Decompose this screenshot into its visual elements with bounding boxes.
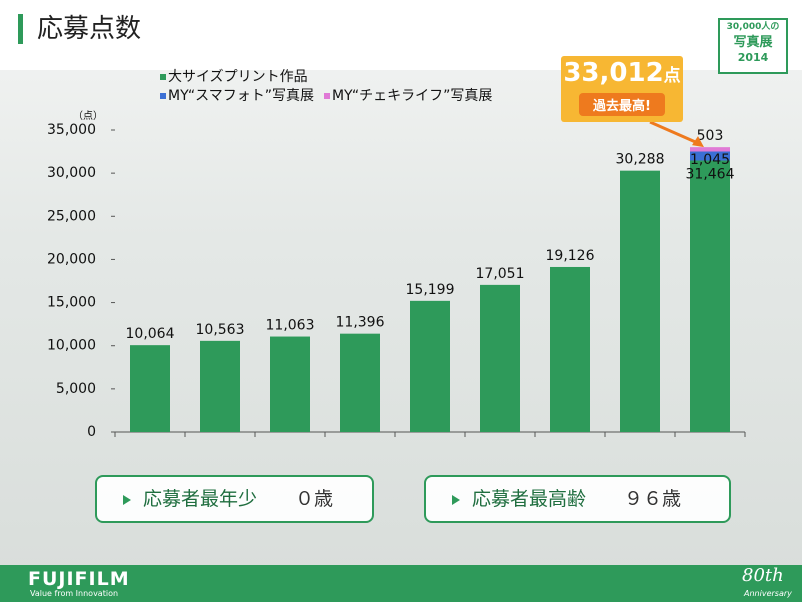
anniversary-sub: Anniversary bbox=[744, 589, 792, 598]
logo-line: 写真展 bbox=[733, 35, 773, 50]
logo-year: 2014 bbox=[737, 51, 769, 64]
value-label: 15,199 bbox=[406, 282, 455, 298]
info-value: ９６歳 bbox=[624, 488, 682, 510]
info-box: 応募者最年少 ０歳 bbox=[95, 475, 374, 523]
legend: 大サイズプリント作品 MY“スマフォト”写真展 MY“チェキライフ”写真展 bbox=[160, 68, 560, 106]
record-callout: 33,012点 過去最高! bbox=[561, 56, 683, 122]
y-tick-label: 15,000 bbox=[47, 295, 96, 311]
footer: FUJIFILM Value from Innovation 80th Anni… bbox=[0, 565, 802, 602]
legend-label: 大サイズプリント作品 bbox=[168, 69, 308, 85]
legend-swatch bbox=[323, 93, 330, 99]
legend-item: MY“チェキライフ”写真展 bbox=[323, 88, 493, 104]
bar bbox=[340, 333, 380, 432]
y-tick-label: 20,000 bbox=[47, 251, 96, 267]
logo-line: 30,000人の bbox=[726, 22, 780, 32]
callout-value: 33,012 bbox=[563, 58, 664, 88]
y-unit-label: （点） bbox=[73, 110, 103, 122]
callout-arrow bbox=[649, 120, 699, 145]
callout-arrow-head bbox=[692, 136, 704, 148]
info-box: 応募者最高齢 ９６歳 bbox=[424, 475, 731, 523]
y-tick-label: 10,000 bbox=[47, 338, 96, 354]
value-label: 31,464 bbox=[686, 167, 735, 183]
brand: FUJIFILM bbox=[28, 568, 130, 590]
y-tick-label: 35,000 bbox=[47, 122, 96, 138]
legend-item: MY“スマフォト”写真展 bbox=[160, 88, 314, 104]
value-label: 503 bbox=[697, 128, 724, 144]
info-label: 応募者最年少 bbox=[143, 488, 258, 510]
bar bbox=[480, 284, 520, 432]
legend-swatch bbox=[160, 93, 166, 99]
legend-item: 大サイズプリント作品 bbox=[160, 69, 308, 85]
value-label: 17,051 bbox=[476, 266, 525, 282]
value-label: 19,126 bbox=[546, 248, 595, 264]
callout-note: 過去最高! bbox=[579, 93, 665, 116]
legend-swatch bbox=[160, 74, 166, 80]
value-label: 1,045 bbox=[690, 152, 730, 168]
anniversary: 80th bbox=[742, 565, 784, 586]
bar bbox=[410, 300, 450, 432]
callout-unit: 点 bbox=[663, 66, 681, 86]
info-value: ０歳 bbox=[295, 488, 334, 510]
info-label: 応募者最高齢 bbox=[472, 488, 587, 510]
bar bbox=[550, 266, 590, 432]
value-label: 10,563 bbox=[196, 322, 245, 338]
event-logo: 30,000人の 写真展 2014 bbox=[718, 18, 788, 74]
value-label: 11,063 bbox=[266, 318, 315, 334]
bar bbox=[270, 336, 310, 432]
y-tick-label: 30,000 bbox=[47, 165, 96, 181]
y-tick-label: 0 bbox=[87, 424, 96, 440]
bar bbox=[690, 151, 730, 161]
value-label: 10,064 bbox=[126, 326, 175, 342]
slide-title: 応募点数 bbox=[18, 14, 141, 44]
bar bbox=[690, 160, 730, 433]
legend-label: MY“スマフォト”写真展 bbox=[168, 88, 314, 104]
bar bbox=[130, 345, 170, 432]
legend-label: MY“チェキライフ”写真展 bbox=[331, 88, 493, 104]
y-tick-label: 5,000 bbox=[56, 381, 96, 397]
value-label: 11,396 bbox=[336, 315, 385, 331]
bar bbox=[620, 170, 660, 432]
value-label: 30,288 bbox=[616, 152, 665, 168]
bar bbox=[200, 340, 240, 432]
tagline: Value from Innovation bbox=[30, 589, 119, 598]
bar bbox=[690, 147, 730, 152]
y-tick-label: 25,000 bbox=[47, 208, 96, 224]
